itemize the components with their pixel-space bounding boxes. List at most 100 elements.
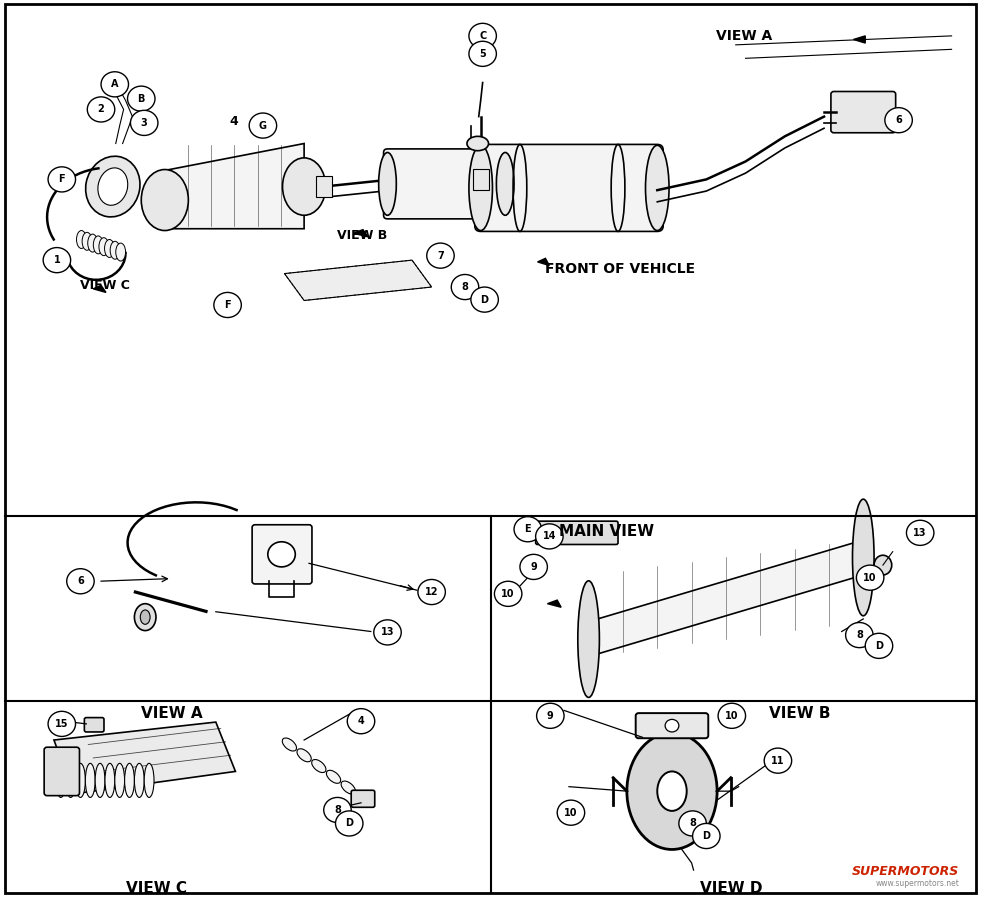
Ellipse shape bbox=[125, 763, 134, 797]
Circle shape bbox=[536, 524, 563, 549]
Ellipse shape bbox=[87, 234, 97, 252]
Text: 10: 10 bbox=[501, 588, 515, 599]
Text: D: D bbox=[481, 294, 489, 305]
Circle shape bbox=[214, 292, 241, 318]
Ellipse shape bbox=[95, 763, 105, 797]
Text: VIEW A: VIEW A bbox=[141, 706, 202, 720]
Text: VIEW C: VIEW C bbox=[80, 279, 130, 292]
Text: 8: 8 bbox=[334, 805, 341, 815]
Text: 6: 6 bbox=[77, 576, 83, 587]
Ellipse shape bbox=[627, 733, 717, 849]
Circle shape bbox=[43, 248, 71, 273]
Circle shape bbox=[514, 517, 542, 542]
Circle shape bbox=[451, 274, 479, 300]
Ellipse shape bbox=[99, 238, 109, 256]
Text: D: D bbox=[345, 818, 353, 829]
Text: 8: 8 bbox=[855, 630, 863, 640]
Circle shape bbox=[885, 108, 912, 133]
Circle shape bbox=[471, 287, 498, 312]
Ellipse shape bbox=[98, 168, 128, 205]
FancyBboxPatch shape bbox=[84, 718, 104, 732]
Text: MAIN VIEW: MAIN VIEW bbox=[559, 524, 654, 538]
Text: VIEW C: VIEW C bbox=[127, 881, 187, 895]
Circle shape bbox=[665, 719, 679, 732]
Circle shape bbox=[67, 569, 94, 594]
Circle shape bbox=[48, 167, 76, 192]
Text: 1: 1 bbox=[54, 255, 60, 266]
Text: G: G bbox=[259, 120, 267, 131]
FancyBboxPatch shape bbox=[44, 747, 79, 796]
Circle shape bbox=[128, 86, 155, 111]
Ellipse shape bbox=[356, 792, 370, 805]
Circle shape bbox=[718, 703, 746, 728]
Ellipse shape bbox=[141, 170, 188, 231]
Circle shape bbox=[469, 41, 496, 66]
Polygon shape bbox=[284, 260, 432, 300]
Ellipse shape bbox=[56, 763, 66, 797]
Polygon shape bbox=[93, 285, 106, 292]
Circle shape bbox=[427, 243, 454, 268]
Ellipse shape bbox=[283, 738, 296, 751]
Polygon shape bbox=[353, 230, 368, 237]
FancyBboxPatch shape bbox=[831, 91, 896, 133]
Polygon shape bbox=[547, 600, 561, 607]
FancyBboxPatch shape bbox=[636, 713, 708, 738]
Ellipse shape bbox=[852, 499, 874, 615]
Text: 13: 13 bbox=[381, 627, 394, 638]
Polygon shape bbox=[538, 258, 549, 266]
Text: VIEW B: VIEW B bbox=[337, 229, 387, 241]
Ellipse shape bbox=[297, 749, 311, 762]
Ellipse shape bbox=[66, 763, 76, 797]
Circle shape bbox=[87, 97, 115, 122]
Ellipse shape bbox=[312, 760, 326, 772]
Ellipse shape bbox=[578, 581, 599, 698]
Ellipse shape bbox=[874, 555, 892, 575]
Text: 11: 11 bbox=[771, 755, 785, 766]
Polygon shape bbox=[54, 722, 235, 794]
Circle shape bbox=[130, 110, 158, 135]
Circle shape bbox=[347, 709, 375, 734]
Circle shape bbox=[249, 113, 277, 138]
Text: E: E bbox=[525, 524, 531, 535]
Ellipse shape bbox=[82, 232, 92, 250]
Polygon shape bbox=[589, 540, 863, 657]
Text: FRONT OF VEHICLE: FRONT OF VEHICLE bbox=[545, 262, 696, 276]
Circle shape bbox=[557, 800, 585, 825]
Ellipse shape bbox=[85, 156, 140, 217]
Text: 4: 4 bbox=[358, 716, 364, 727]
Circle shape bbox=[48, 711, 76, 736]
Text: 9: 9 bbox=[547, 710, 553, 721]
Ellipse shape bbox=[283, 158, 326, 215]
Ellipse shape bbox=[76, 763, 85, 797]
Text: 5: 5 bbox=[480, 48, 486, 59]
Text: 8: 8 bbox=[689, 818, 697, 829]
Text: D: D bbox=[702, 831, 710, 841]
Circle shape bbox=[906, 520, 934, 545]
Text: 3: 3 bbox=[141, 118, 147, 128]
Polygon shape bbox=[853, 36, 865, 43]
Ellipse shape bbox=[467, 136, 489, 151]
Text: 9: 9 bbox=[531, 562, 537, 572]
Text: 6: 6 bbox=[896, 115, 902, 126]
Polygon shape bbox=[165, 144, 304, 229]
Text: 12: 12 bbox=[425, 587, 439, 597]
Ellipse shape bbox=[496, 152, 514, 215]
Text: 15: 15 bbox=[55, 718, 69, 729]
Ellipse shape bbox=[110, 241, 120, 259]
Text: 2: 2 bbox=[98, 104, 104, 115]
Ellipse shape bbox=[657, 771, 687, 811]
Text: 10: 10 bbox=[564, 807, 578, 818]
FancyBboxPatch shape bbox=[351, 790, 375, 807]
Text: B: B bbox=[137, 93, 145, 104]
Ellipse shape bbox=[116, 243, 126, 261]
Text: D: D bbox=[875, 640, 883, 651]
Text: 10: 10 bbox=[725, 710, 739, 721]
Text: F: F bbox=[59, 174, 65, 185]
Text: www.supermotors.net: www.supermotors.net bbox=[876, 879, 959, 888]
Text: A: A bbox=[111, 79, 119, 90]
Text: VIEW B: VIEW B bbox=[769, 706, 830, 720]
Circle shape bbox=[846, 623, 873, 648]
Circle shape bbox=[336, 811, 363, 836]
Text: 13: 13 bbox=[913, 527, 927, 538]
Ellipse shape bbox=[105, 763, 115, 797]
